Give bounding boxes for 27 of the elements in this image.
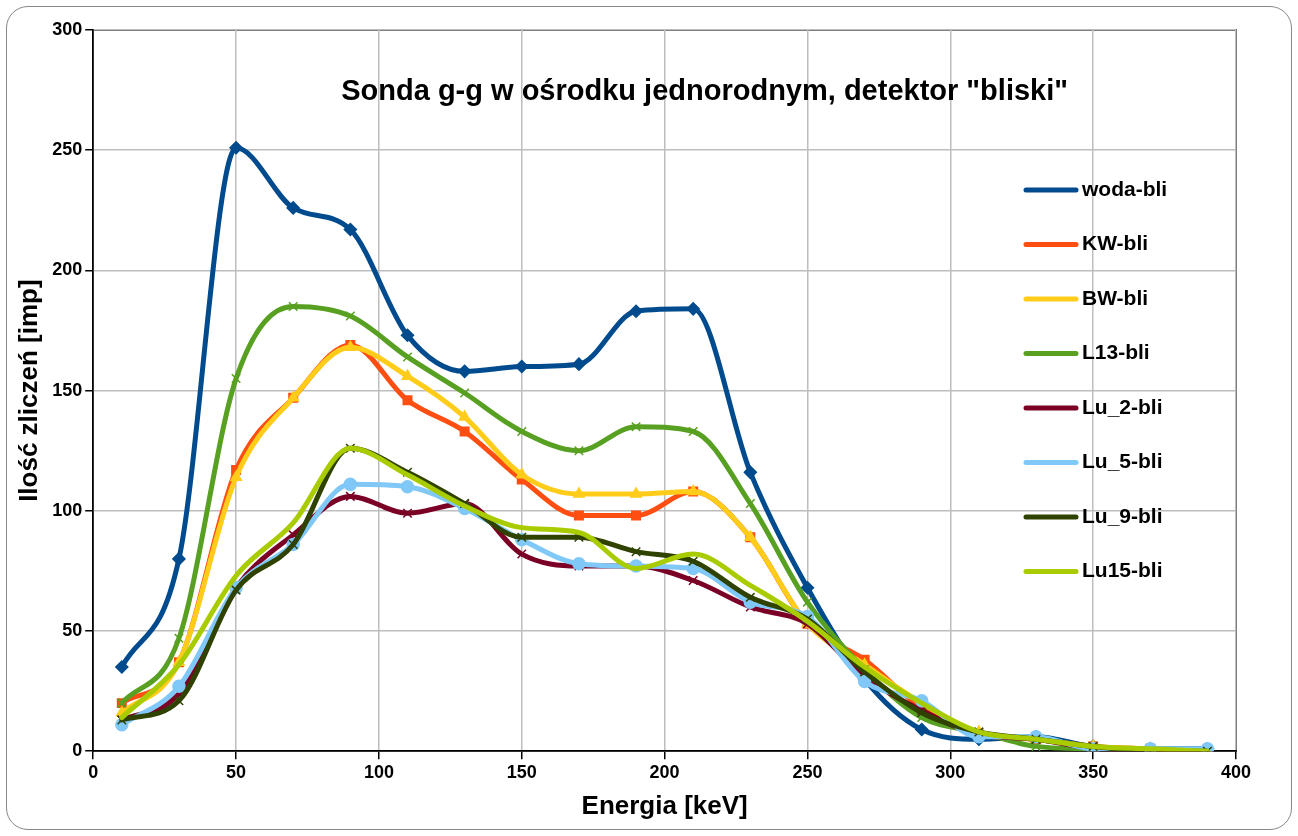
legend-label: L13-bli: [1082, 340, 1150, 364]
y-tick-label: 100: [52, 499, 83, 520]
text: Sonda g-g w ośrodku jednorodnym, detektor "bliski": [341, 74, 1069, 106]
legend-label: Lu_5-bli: [1082, 449, 1163, 473]
y-tick-label: 200: [52, 259, 83, 280]
x-tick-label: 150: [506, 761, 537, 782]
legend-label: BW-bli: [1082, 285, 1149, 309]
x-tick-label: 250: [792, 761, 823, 782]
x-tick-label: 50: [226, 761, 247, 782]
legend-label: Lu15-bli: [1082, 558, 1163, 582]
y-tick-label: 300: [52, 18, 83, 39]
y-tick-label: 250: [52, 139, 83, 160]
y-tick-label: 0: [72, 740, 83, 761]
legend-label: Lu_9-bli: [1082, 503, 1163, 527]
y-tick-label: 150: [52, 379, 83, 400]
legend-label: woda-bli: [1081, 176, 1168, 200]
x-axis-title: Energia [keV]: [581, 789, 748, 820]
x-tick-label: 100: [363, 761, 394, 782]
x-tick-label: 350: [1078, 761, 1109, 782]
y-axis-title: Ilość zliczeń [imp]: [12, 279, 43, 502]
x-tick-label: 300: [935, 761, 966, 782]
legend-label: Lu_2-bli: [1082, 394, 1163, 418]
legend-label: KW-bli: [1082, 231, 1149, 255]
x-tick-label: 400: [1220, 761, 1252, 782]
x-tick-label: 0: [88, 761, 99, 782]
y-tick-label: 50: [62, 619, 83, 640]
x-tick-label: 200: [649, 761, 680, 782]
